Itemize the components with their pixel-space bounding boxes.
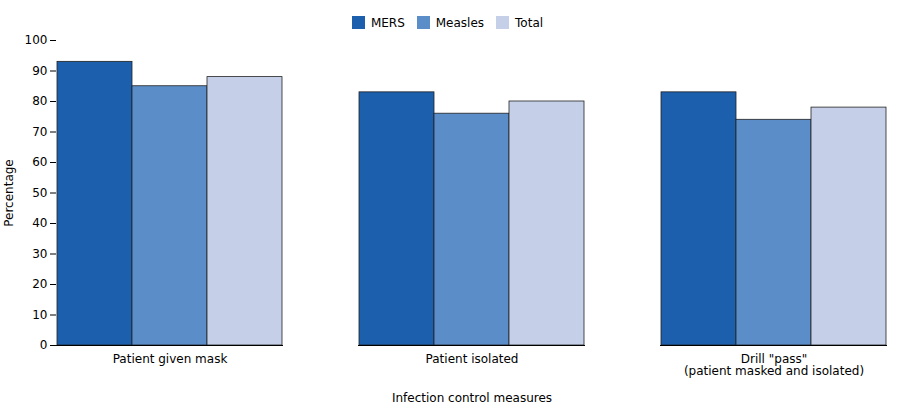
svg-text:Patient isolated: Patient isolated bbox=[426, 352, 519, 366]
svg-text:Percentage: Percentage bbox=[2, 159, 16, 227]
svg-text:70: 70 bbox=[32, 125, 47, 139]
svg-text:30: 30 bbox=[32, 247, 47, 261]
svg-text:Infection control measures: Infection control measures bbox=[392, 391, 552, 405]
svg-text:0: 0 bbox=[40, 338, 48, 352]
svg-text:20: 20 bbox=[32, 277, 47, 291]
svg-text:40: 40 bbox=[32, 216, 47, 230]
html-text:Total: Total bbox=[515, 15, 544, 30]
svg-text:50: 50 bbox=[32, 186, 47, 200]
svg-text:90: 90 bbox=[32, 64, 47, 78]
html-text:MERS: MERS bbox=[370, 15, 405, 30]
svg-text:80: 80 bbox=[32, 94, 47, 108]
svg-text:10: 10 bbox=[32, 308, 47, 322]
svg-text:60: 60 bbox=[32, 155, 47, 169]
svg-text:Patient given mask: Patient given mask bbox=[113, 352, 228, 366]
html-text:Measles: Measles bbox=[435, 15, 485, 30]
svg-text:100: 100 bbox=[25, 33, 48, 47]
svg-text:Drill "pass"(patient masked an: Drill "pass"(patient masked and isolated… bbox=[684, 352, 864, 378]
